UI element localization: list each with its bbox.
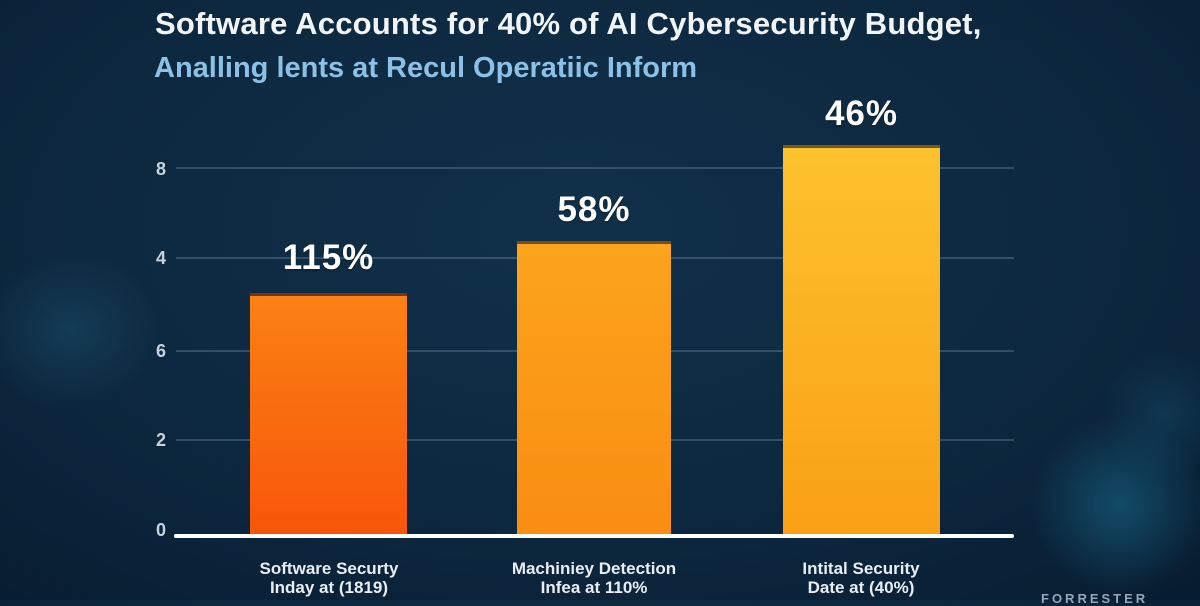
category-label-line2: Infea at 110%: [540, 578, 648, 597]
bar-value-label: 46%: [824, 94, 899, 133]
category-label-line1: Machiniey Detection: [511, 559, 677, 578]
watermark-text: FORRESTER: [1041, 591, 1149, 606]
teal-glow-decoration: [0, 250, 160, 410]
chart-subtitle: Analling lents at Recul Operatiic Inform: [154, 52, 698, 84]
chart-title: Software Accounts for 40% of AI Cybersec…: [155, 6, 982, 41]
bar-value-label: 58%: [557, 190, 631, 229]
category-label: Intital Security Date at (40%): [741, 559, 981, 597]
category-label-line1: Software Securty: [259, 559, 399, 578]
bar-value-label: 115%: [282, 238, 375, 277]
x-axis-baseline: [174, 534, 1014, 538]
teal-glow-decoration: [1030, 415, 1200, 595]
category-label: Machiniey Detection Infea at 110%: [474, 559, 714, 597]
category-label-line1: Intital Security: [802, 559, 920, 578]
gridline: [176, 167, 1014, 169]
y-axis-tick-label: 6: [155, 341, 166, 361]
bar-software-security: [250, 293, 407, 534]
y-axis-tick-label: 2: [155, 430, 166, 450]
teal-glow-decoration: [1100, 350, 1200, 480]
y-axis-tick-label: 0: [155, 520, 166, 540]
bar-machine-detection: [517, 241, 671, 534]
category-label-line2: Inday at (1819): [269, 578, 389, 597]
category-label-line2: Date at (40%): [807, 578, 915, 597]
category-label: Software Securty Inday at (1819): [209, 559, 449, 597]
y-axis-tick-label: 4: [155, 248, 166, 268]
bar-initial-security: [783, 145, 940, 534]
y-axis-tick-label: 8: [155, 159, 166, 179]
